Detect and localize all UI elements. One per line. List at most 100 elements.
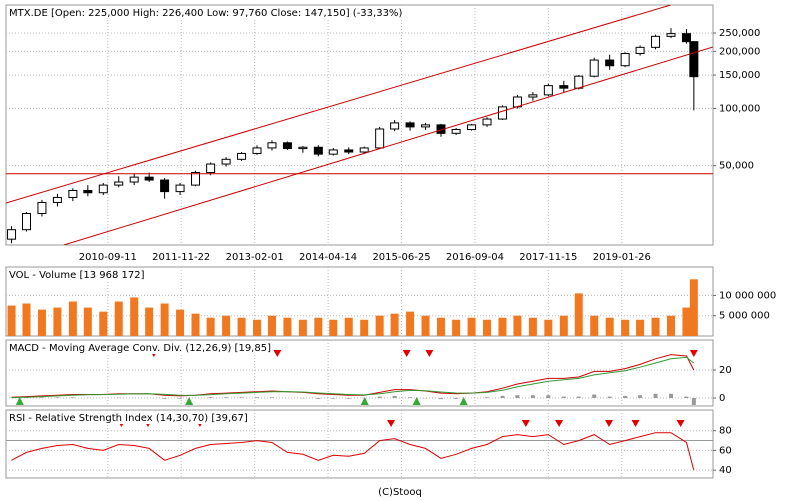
series-line: [11, 432, 695, 471]
histogram-bar: [653, 393, 658, 399]
volume-bar: [37, 309, 46, 336]
candle-body: [83, 189, 93, 194]
histogram-bar: [162, 398, 167, 399]
volume-bar: [360, 319, 369, 336]
candle-body: [160, 179, 170, 193]
sell-signal: [273, 350, 282, 357]
candle-body: [528, 94, 538, 98]
volume-bar: [160, 303, 169, 336]
series-line: [11, 356, 695, 399]
histogram-bar: [546, 395, 551, 399]
candle-body: [144, 176, 154, 181]
candle-body: [543, 85, 553, 96]
x-tick-label: 2014-04-14: [299, 252, 357, 263]
volume-bar: [329, 319, 338, 336]
volume-bar: [574, 293, 583, 336]
histogram-bar: [55, 397, 60, 399]
candle-body: [191, 172, 201, 186]
histogram-bar: [576, 396, 581, 399]
histogram-bar: [485, 397, 490, 399]
x-tick-label: 2013-02-01: [226, 252, 284, 263]
histogram-bar: [224, 397, 229, 399]
histogram-bar: [346, 398, 351, 399]
buy-signal: [459, 397, 468, 405]
sell-signal: [425, 350, 434, 357]
volume-bar: [53, 307, 62, 336]
volume-bar: [452, 319, 461, 336]
volume-bar: [651, 317, 660, 336]
sell-signal: [521, 420, 530, 427]
sell-signal: [555, 420, 564, 427]
x-tick-label: 2010-09-11: [79, 252, 137, 263]
candle-body: [574, 75, 584, 89]
y-tick-label: 20: [719, 365, 732, 376]
candle-body: [359, 147, 369, 153]
histogram-bar: [561, 396, 566, 399]
volume-bar: [222, 315, 231, 336]
candle-body: [98, 184, 108, 194]
y-tick-label: 0: [719, 393, 725, 404]
y-tick-label: 40: [719, 465, 732, 476]
volume-bar: [206, 317, 215, 336]
panel-content: [6, 5, 713, 245]
volume-bar: [528, 317, 537, 336]
volume-bar: [605, 317, 614, 336]
candle-body: [221, 158, 231, 165]
buy-signal: [15, 397, 24, 405]
candle-body: [589, 59, 599, 77]
y-tick-label: 50,000: [719, 161, 754, 172]
candle-body: [7, 229, 17, 240]
x-tick-label: 2016-09-04: [446, 252, 504, 263]
y-tick-label: 250,000: [719, 28, 760, 39]
sell-signal: [387, 420, 396, 427]
candle-body: [68, 189, 78, 198]
y-tick-label: 100,000: [719, 104, 760, 115]
volume-bar: [68, 301, 77, 336]
histogram-bar: [316, 398, 321, 399]
volume-bar: [682, 307, 691, 336]
candle-body: [129, 176, 139, 183]
candle-body: [21, 212, 31, 231]
candle-body: [482, 118, 492, 126]
volume-bar: [689, 279, 698, 336]
sell-signal: [402, 350, 411, 357]
x-tick-label: 2015-06-25: [372, 252, 430, 263]
volume-bar: [666, 315, 675, 336]
candle-body: [421, 124, 431, 128]
candle-body: [206, 163, 216, 174]
volume-bar: [176, 309, 185, 336]
histogram-bar: [408, 397, 413, 399]
volume-bar: [636, 319, 645, 336]
candle-body: [559, 85, 569, 89]
histogram-bar: [592, 394, 597, 399]
candle-body: [52, 196, 62, 203]
volume-bar: [467, 317, 476, 336]
volume-bar: [544, 319, 553, 336]
buy-signal: [360, 397, 369, 405]
candle-body: [344, 149, 354, 153]
volume-bar: [375, 315, 384, 336]
volume-bar: [406, 311, 415, 336]
histogram-bar: [530, 395, 535, 399]
volume-bar: [191, 313, 200, 336]
volume-bar: [237, 317, 246, 336]
volume-bar: [7, 305, 16, 336]
volume-bar: [145, 307, 154, 336]
candle-body: [666, 33, 676, 37]
histogram-bar: [331, 398, 336, 399]
histogram-bar: [638, 395, 643, 399]
histogram-bar: [377, 396, 382, 399]
sell-signal: [604, 420, 613, 427]
histogram-bar: [39, 397, 44, 399]
panel-title: VOL - Volume [13 968 172]: [9, 270, 145, 281]
candle-body: [252, 147, 262, 154]
volume-bar: [267, 315, 276, 336]
histogram-bar: [178, 398, 183, 399]
volume-bar: [559, 315, 568, 336]
histogram-bar: [438, 398, 443, 400]
histogram-bar: [623, 395, 628, 399]
panel-title-bg: [8, 413, 249, 424]
histogram-bar: [269, 397, 274, 399]
candle-body: [375, 128, 385, 149]
